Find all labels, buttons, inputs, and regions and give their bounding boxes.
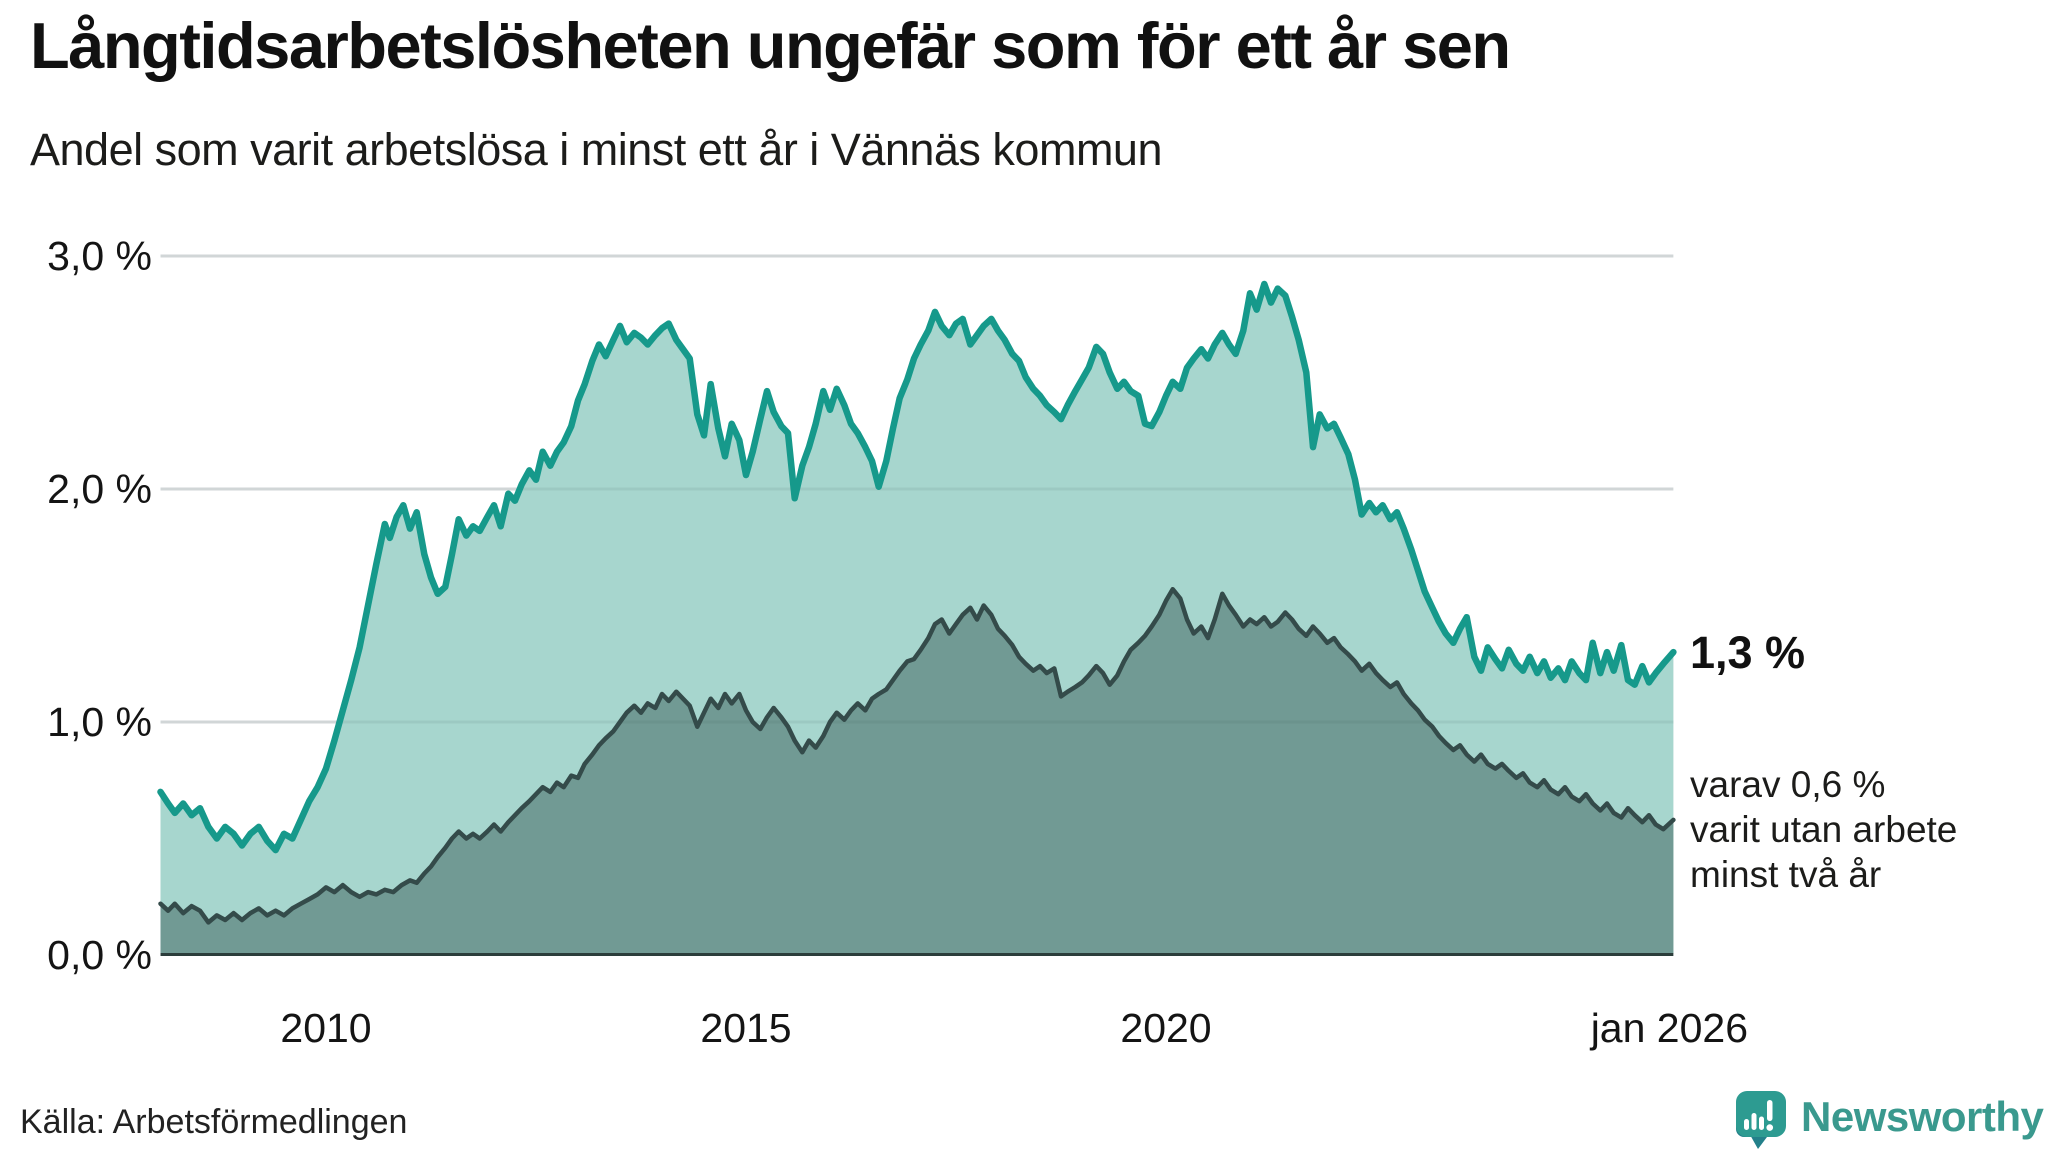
y-tick-label: 1,0 % <box>47 699 152 745</box>
x-tick-label: 2015 <box>700 1005 792 1051</box>
bar-medium <box>1759 1116 1764 1130</box>
secondary-annotation: varav 0,6 % varit utan arbete minst två … <box>1690 762 1957 897</box>
secondary-annotation-line: varit utan arbete <box>1690 809 1958 850</box>
bar-small <box>1744 1119 1749 1130</box>
latest-value-label: 1,3 % <box>1690 627 1806 679</box>
line-one-year <box>157 280 1677 854</box>
secondary-annotation-line: minst två år <box>1690 854 1882 895</box>
y-tick-label: 3,0 % <box>47 233 152 279</box>
chart-subtitle: Andel som varit arbetslösa i minst ett å… <box>30 124 1163 175</box>
y-tick-label: 0,0 % <box>47 932 152 978</box>
x-tick-label: 2010 <box>280 1005 372 1051</box>
exclamation-dot <box>1766 1124 1774 1131</box>
area-fill-two-years <box>160 589 1674 954</box>
x-tick-label: jan 2026 <box>1590 1005 1749 1051</box>
secondary-annotation-line: varav 0,6 % <box>1690 764 1886 805</box>
newsworthy-icon <box>1736 1091 1786 1149</box>
y-tick-label: 2,0 % <box>47 466 152 512</box>
chart-title: Långtidsarbetslösheten ungefär som för e… <box>30 9 1511 82</box>
bar-tall <box>1751 1113 1757 1130</box>
source-note: Källa: Arbetsförmedlingen <box>20 1103 408 1141</box>
line-two-years <box>158 586 1676 925</box>
exclamation-stem <box>1767 1100 1773 1121</box>
newsworthy-logo[interactable]: Newsworthy <box>1734 1090 2044 1150</box>
newsworthy-wordmark: Newsworthy <box>1801 1093 2044 1140</box>
x-tick-label: 2020 <box>1120 1005 1212 1051</box>
